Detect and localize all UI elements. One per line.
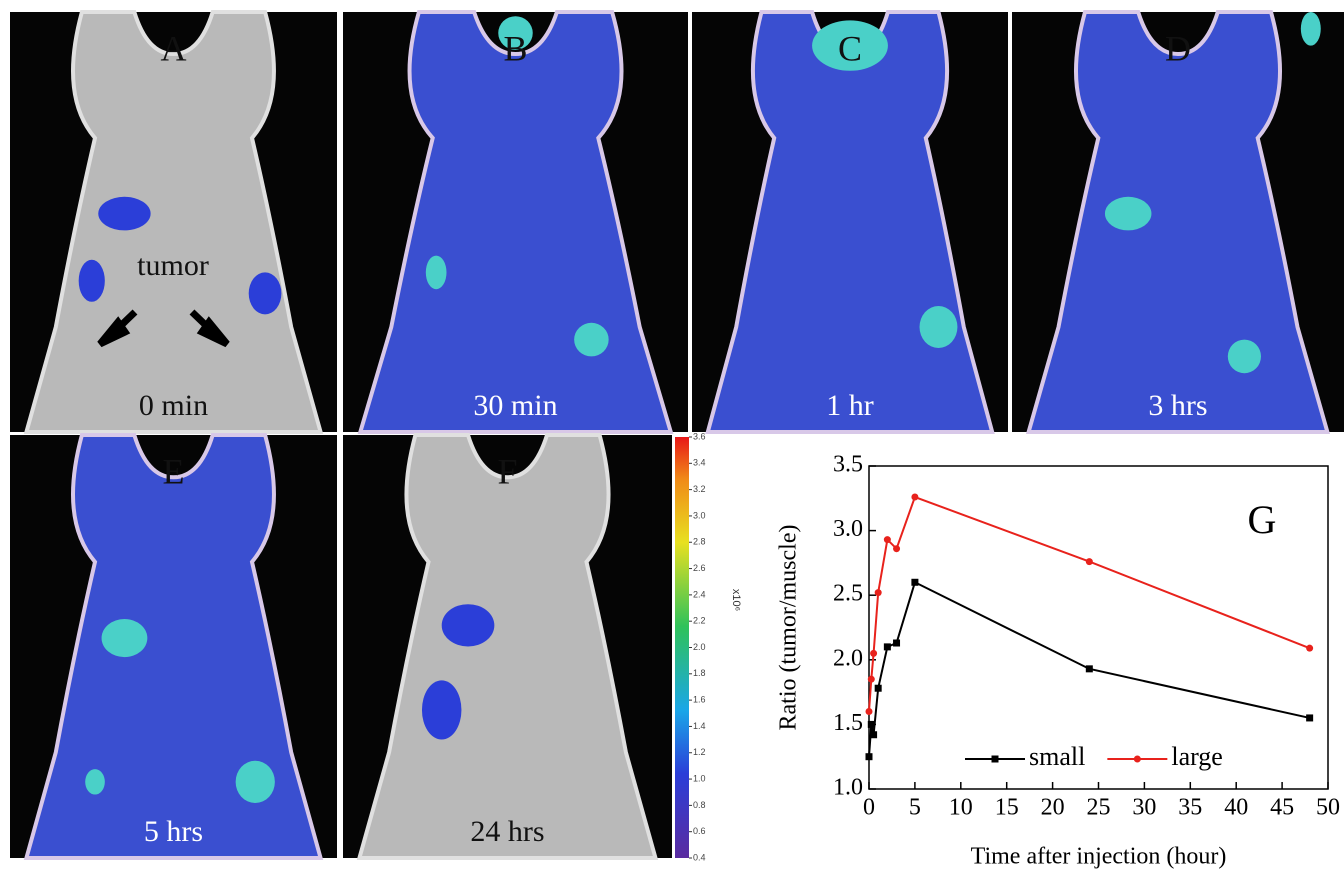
data-point xyxy=(893,545,900,552)
colorbar xyxy=(675,437,689,858)
panel-letter: F xyxy=(497,451,517,491)
x-tick-label: 50 xyxy=(1316,795,1340,821)
panel-annotation: G xyxy=(1248,497,1277,542)
signal-spot xyxy=(98,197,150,231)
colorbar-tick-label: 2.8 xyxy=(693,537,706,547)
signal-spot xyxy=(426,256,447,290)
signal-spot xyxy=(1228,340,1261,374)
y-tick-label: 2.0 xyxy=(833,645,863,671)
colorbar-tick-label: 0.4 xyxy=(693,852,706,862)
colorbar-tick-label: 1.0 xyxy=(693,773,706,783)
series-line xyxy=(869,497,1310,711)
signal-spot xyxy=(102,619,148,657)
figure: A 0 min B 30 min C 1 hr D 3 hrs E 5 hrs F 24 hrs tum… xyxy=(0,0,1344,874)
panel-letter: A xyxy=(161,28,187,68)
signal-spot xyxy=(79,260,105,302)
colorbar-tick-label: 3.0 xyxy=(693,510,706,520)
legend-marker xyxy=(992,756,999,763)
colorbar-tick-label: 2.6 xyxy=(693,563,706,573)
x-tick-label: 20 xyxy=(1041,795,1065,821)
data-point xyxy=(875,589,882,596)
colorbar-tick-label: 1.8 xyxy=(693,668,706,678)
x-tick-label: 15 xyxy=(995,795,1019,821)
colorbar-tick-label: 0.6 xyxy=(693,826,706,836)
y-tick-label: 3.5 xyxy=(833,452,863,478)
data-point xyxy=(875,685,882,692)
colorbar-tick-label: 1.4 xyxy=(693,721,706,731)
data-point xyxy=(884,643,891,650)
legend-label: small xyxy=(1029,742,1085,771)
data-point xyxy=(884,536,891,543)
signal-spot xyxy=(236,761,275,803)
tumor-annotation: tumor xyxy=(137,249,209,282)
y-tick-label: 2.5 xyxy=(833,581,863,607)
panel-time: 24 hrs xyxy=(470,815,544,848)
colorbar-tick-label: 1.2 xyxy=(693,747,706,757)
x-tick-label: 40 xyxy=(1224,795,1248,821)
legend-marker xyxy=(1134,756,1141,763)
x-tick-label: 35 xyxy=(1178,795,1202,821)
x-tick-label: 10 xyxy=(949,795,973,821)
signal-spot xyxy=(442,604,495,646)
panel-letter: D xyxy=(1165,28,1191,68)
colorbar-tick-label: 3.6 xyxy=(693,431,706,441)
colorbar-unit: x10⁶ xyxy=(730,589,742,611)
panel-letter: E xyxy=(163,451,185,491)
x-tick-label: 5 xyxy=(909,795,921,821)
colorbar-tick-label: 2.2 xyxy=(693,616,706,626)
y-tick-label: 1.5 xyxy=(833,710,863,736)
colorbar-tick-label: 3.4 xyxy=(693,458,706,468)
signal-spot xyxy=(249,272,282,314)
y-axis-label: Ratio (tumor/muscle) xyxy=(776,525,802,731)
data-point xyxy=(866,708,873,715)
data-point xyxy=(1086,665,1093,672)
data-point xyxy=(1086,558,1093,565)
colorbar-tick-label: 2.4 xyxy=(693,589,706,599)
panel-time: 1 hr xyxy=(826,389,874,422)
data-point xyxy=(893,640,900,647)
panel-letter: B xyxy=(503,28,527,68)
data-point xyxy=(911,494,918,501)
data-point xyxy=(1306,714,1313,721)
x-tick-label: 30 xyxy=(1132,795,1156,821)
signal-spot xyxy=(574,323,609,357)
signal-spot xyxy=(85,769,105,794)
legend-label: large xyxy=(1171,742,1223,771)
panel-letter: C xyxy=(838,28,862,68)
colorbar-tick-label: 1.6 xyxy=(693,695,706,705)
panel-time: 30 min xyxy=(473,389,557,422)
panel-time: 3 hrs xyxy=(1148,389,1207,422)
colorbar-tick-label: 2.0 xyxy=(693,642,706,652)
data-point xyxy=(870,731,877,738)
panel-time: 5 hrs xyxy=(144,815,203,848)
colorbar-tick-label: 0.8 xyxy=(693,800,706,810)
signal-spot xyxy=(422,680,461,739)
signal-spot xyxy=(1105,197,1151,231)
x-tick-label: 45 xyxy=(1270,795,1294,821)
y-tick-label: 3.0 xyxy=(833,516,863,542)
y-tick-label: 1.0 xyxy=(833,775,863,801)
signal-spot xyxy=(920,306,958,348)
data-point xyxy=(868,721,875,728)
data-point xyxy=(911,579,918,586)
x-tick-label: 0 xyxy=(863,795,875,821)
data-point xyxy=(870,650,877,657)
x-tick-label: 25 xyxy=(1087,795,1111,821)
data-point xyxy=(868,676,875,683)
panel-time: 0 min xyxy=(139,389,208,422)
signal-spot xyxy=(1301,12,1321,46)
x-axis-label: Time after injection (hour) xyxy=(971,844,1227,870)
colorbar-tick-label: 3.2 xyxy=(693,484,706,494)
data-point xyxy=(866,753,873,760)
data-point xyxy=(1306,645,1313,652)
